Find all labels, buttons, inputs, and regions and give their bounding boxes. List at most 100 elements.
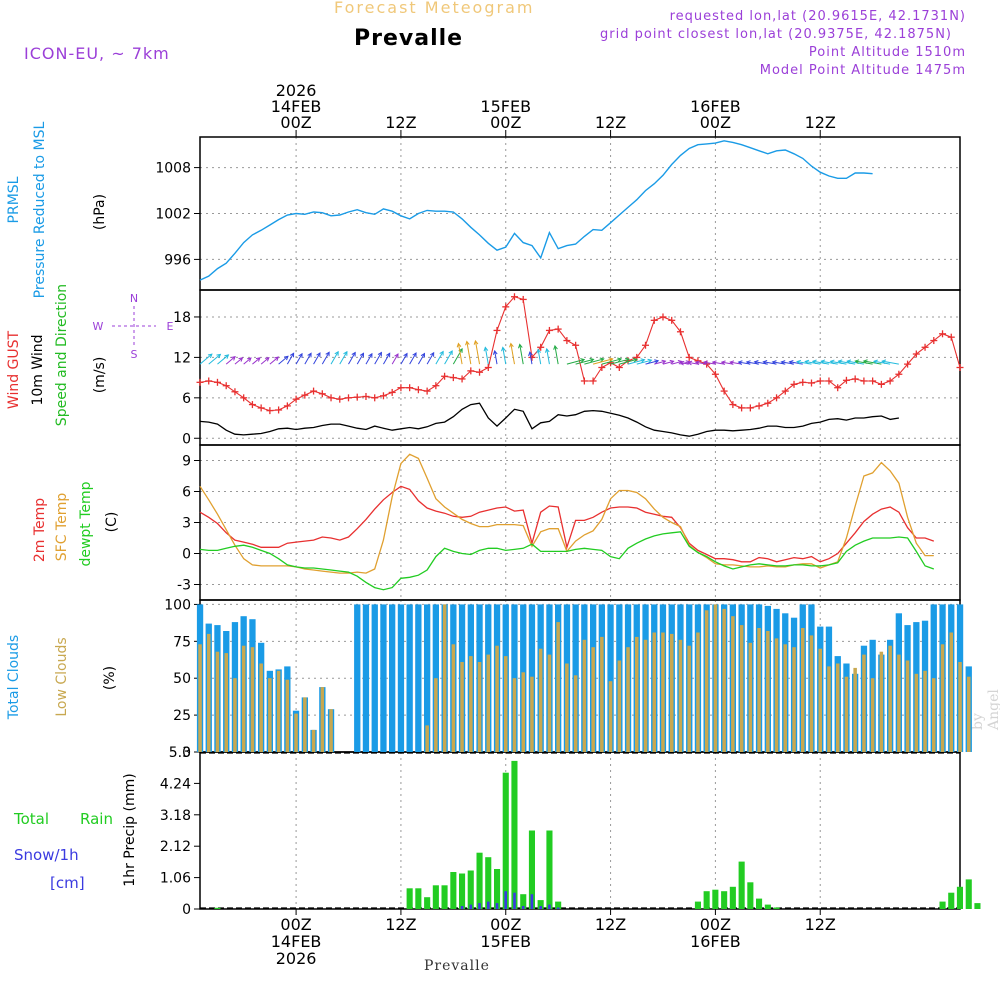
wind-arrow bbox=[720, 360, 733, 366]
wind-arrow bbox=[544, 347, 550, 365]
label-pressure-msl: Pressure Reduced to MSL bbox=[32, 121, 48, 298]
wind-arrow bbox=[278, 355, 289, 365]
gust-point bbox=[371, 394, 379, 402]
gust-point bbox=[353, 393, 361, 401]
gust-point bbox=[545, 326, 553, 334]
low-cloud-bar bbox=[530, 676, 534, 752]
wind-arrow bbox=[820, 359, 838, 365]
snow-bar bbox=[521, 906, 525, 909]
model-altitude: Model Point Altitude 1475m bbox=[759, 63, 966, 78]
wind-arrow bbox=[426, 351, 435, 365]
rain-bar bbox=[424, 897, 431, 909]
snow-bar bbox=[539, 906, 542, 909]
low-cloud-bar bbox=[556, 622, 560, 752]
gust-point bbox=[904, 360, 912, 368]
low-cloud-bar bbox=[661, 632, 665, 752]
low-cloud-bar bbox=[241, 645, 246, 752]
low-cloud-bar bbox=[897, 654, 901, 752]
gust-point bbox=[947, 333, 955, 341]
gust-point bbox=[248, 401, 256, 409]
unit-hpa: (hPa) bbox=[92, 194, 108, 230]
total-cloud-bar bbox=[362, 604, 370, 752]
rain-bar bbox=[756, 898, 763, 909]
gust-point bbox=[912, 350, 920, 358]
wind-arrow bbox=[313, 352, 321, 365]
low-cloud-bar bbox=[294, 713, 298, 752]
gust-point bbox=[476, 368, 484, 376]
rain-bar bbox=[738, 861, 745, 909]
gust-point bbox=[755, 402, 763, 410]
panel-5: 0 1.06 2.12 3.18 4.24 5.3 bbox=[160, 745, 961, 918]
wind-arrow bbox=[417, 352, 426, 365]
low-cloud-bar bbox=[853, 667, 857, 752]
y-tick-label: 18 bbox=[173, 310, 191, 326]
low-cloud-bar bbox=[670, 633, 674, 752]
low-cloud-bar bbox=[967, 676, 971, 752]
wind-arrow bbox=[348, 351, 356, 365]
wind-arrow bbox=[592, 357, 614, 365]
wind-arrow bbox=[627, 358, 646, 365]
label-total: Total bbox=[13, 810, 49, 828]
low-cloud-bar bbox=[224, 653, 228, 752]
low-cloud-bar bbox=[766, 631, 770, 752]
snow-bar bbox=[487, 901, 490, 909]
wind-arrow bbox=[679, 360, 690, 366]
label-total-clouds: Total Clouds bbox=[6, 635, 22, 720]
total-cloud-bar bbox=[406, 604, 413, 752]
page-title: Prevalle bbox=[354, 26, 464, 51]
gust-point bbox=[554, 325, 562, 333]
gust-point bbox=[773, 394, 781, 402]
low-cloud-bar bbox=[713, 604, 718, 752]
low-cloud-bar bbox=[818, 648, 822, 752]
gust-point bbox=[877, 380, 885, 388]
wind-arrow bbox=[610, 357, 631, 365]
gust-point bbox=[196, 378, 204, 386]
gust-point bbox=[379, 392, 387, 400]
gust-point bbox=[956, 364, 964, 371]
low-cloud-bar bbox=[207, 633, 211, 752]
snow-bar bbox=[548, 904, 551, 909]
wind-arrow bbox=[837, 359, 856, 365]
wind-arrow bbox=[654, 359, 667, 365]
gust-point bbox=[388, 388, 396, 396]
wind-arrow bbox=[374, 351, 382, 365]
wind-arrow bbox=[566, 358, 586, 365]
bottom-tick-label: 14FEB bbox=[271, 932, 322, 951]
low-cloud-bar bbox=[469, 656, 473, 752]
label-10m-wind: 10m Wind bbox=[30, 334, 46, 405]
wind-arrow bbox=[601, 357, 623, 365]
wind-arrow bbox=[243, 357, 252, 365]
rain-bar bbox=[502, 772, 509, 909]
wind-arrow bbox=[501, 346, 507, 365]
gust-point bbox=[572, 341, 580, 349]
wind-arrow bbox=[208, 353, 222, 365]
snow-bar bbox=[556, 907, 560, 909]
top-tick-label: 00Z bbox=[700, 113, 731, 132]
bottom-tick-label: 00Z bbox=[280, 915, 311, 934]
low-cloud-bar bbox=[276, 670, 281, 752]
rain-bar bbox=[441, 885, 448, 909]
y-tick-label: 0 bbox=[182, 431, 191, 447]
gust-point bbox=[257, 404, 265, 412]
wind-arrow bbox=[645, 359, 660, 365]
rain-bar bbox=[956, 886, 963, 909]
rain-bar bbox=[537, 900, 544, 909]
top-tick-label: 15FEB bbox=[480, 97, 531, 116]
supertitle: Forecast Meteogram bbox=[334, 0, 535, 17]
rain-bar bbox=[729, 886, 736, 909]
top-tick-label: 2026 bbox=[276, 81, 317, 100]
label-speed-direction: Speed and Direction bbox=[54, 284, 70, 426]
low-cloud-bar bbox=[486, 654, 490, 752]
gust-point bbox=[842, 376, 850, 384]
low-cloud-bar bbox=[739, 625, 744, 752]
wind-arrow bbox=[225, 356, 236, 365]
rain-bar bbox=[703, 891, 710, 909]
series-2m-temp bbox=[199, 485, 935, 563]
y-tick-label: 1.06 bbox=[160, 871, 191, 887]
compass-e: E bbox=[167, 320, 174, 333]
rain-bar bbox=[450, 872, 457, 909]
y-tick-label: 50 bbox=[173, 671, 191, 687]
y-tick-label: 9 bbox=[182, 454, 191, 470]
gust-point bbox=[781, 387, 789, 395]
